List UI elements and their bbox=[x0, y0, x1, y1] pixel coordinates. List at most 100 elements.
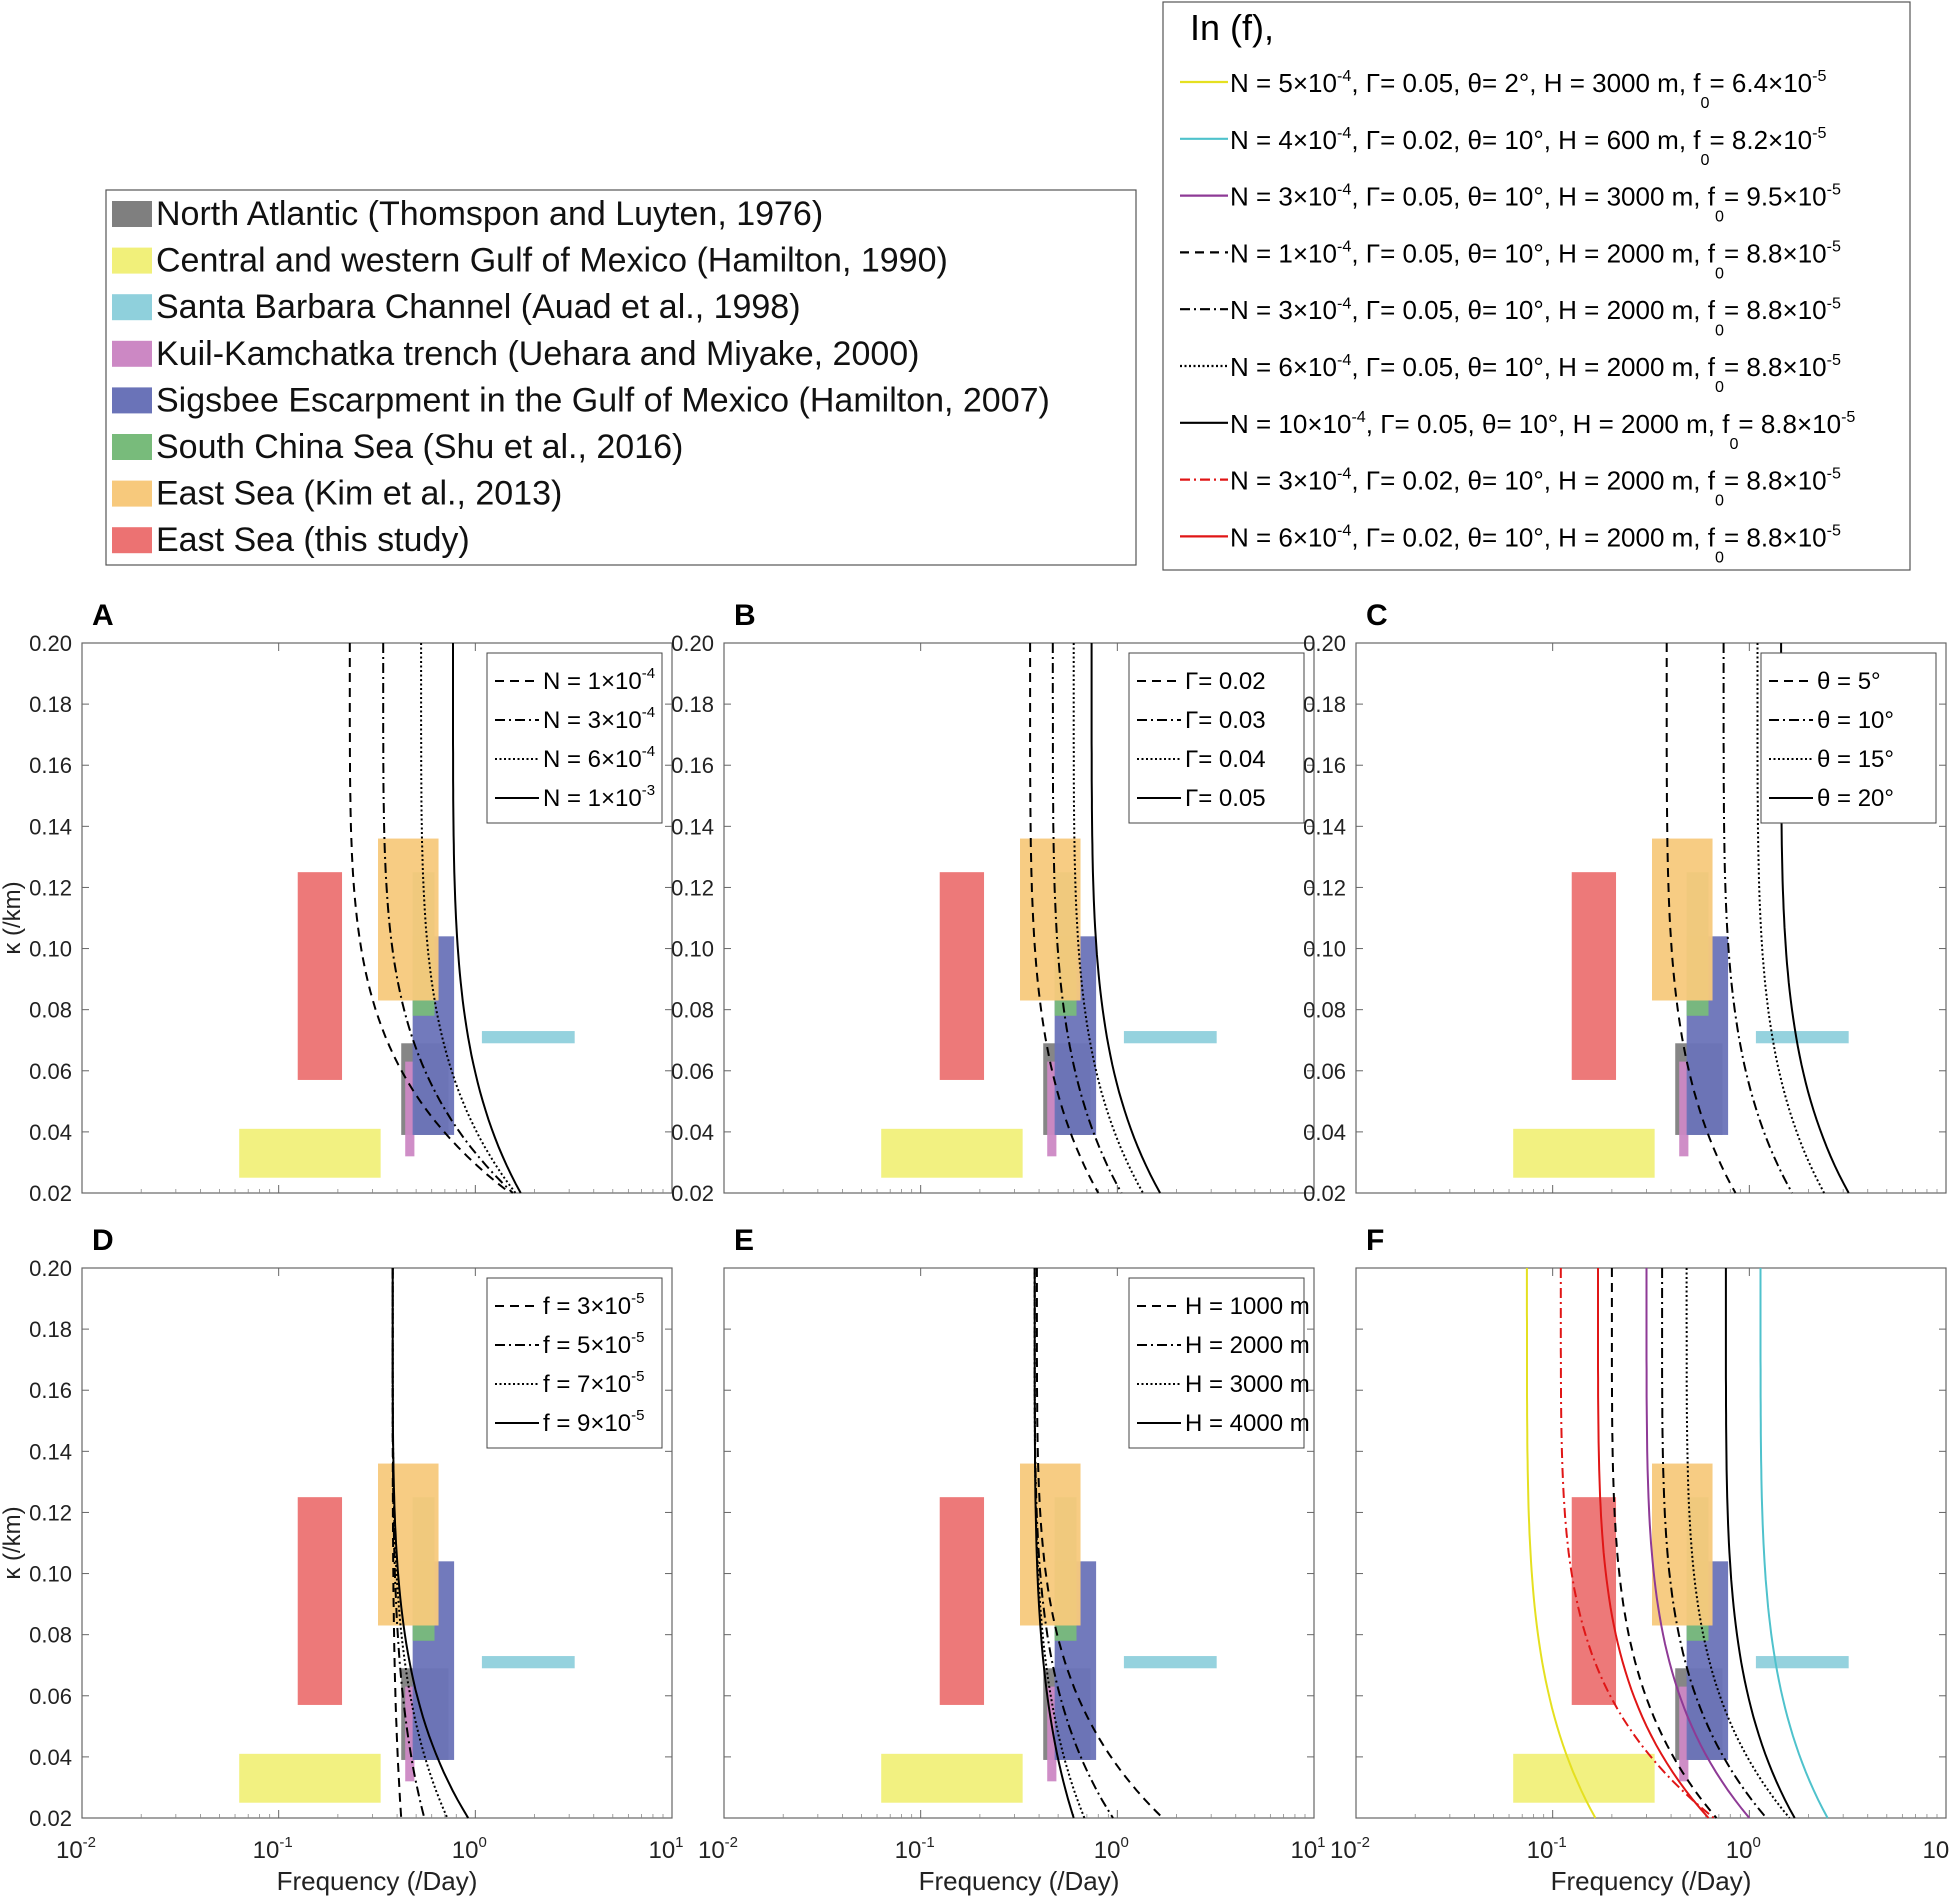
curve-series bbox=[1029, 643, 1100, 1194]
panel-legend-label: N = 6×10-4 bbox=[543, 743, 655, 773]
y-tick-label: 0.16 bbox=[1303, 753, 1346, 778]
panel-legend-label: f = 9×10-5 bbox=[543, 1407, 644, 1437]
obs-box bbox=[297, 1497, 343, 1705]
obs-box bbox=[378, 838, 439, 1001]
curve-series bbox=[391, 1268, 470, 1819]
y-tick-label: 0.06 bbox=[671, 1059, 714, 1084]
obs-legend-label: Kuil-Kamchatka trench (Uehara and Miyake… bbox=[156, 335, 920, 373]
curve-series bbox=[1756, 643, 1825, 1194]
panel-legend-label: θ = 10° bbox=[1817, 707, 1894, 734]
y-tick-label: 0.14 bbox=[29, 1439, 72, 1464]
f-legend-title: In (f), bbox=[1190, 7, 1274, 48]
y-tick-label: 0.08 bbox=[1303, 998, 1346, 1023]
x-tick-label: 100 bbox=[1094, 1834, 1129, 1864]
obs-box bbox=[1020, 838, 1081, 1001]
curve-series bbox=[420, 643, 517, 1194]
curve-series bbox=[1722, 643, 1793, 1194]
panel-legend-label: H = 2000 m bbox=[1185, 1332, 1310, 1359]
panel-A: A 0.20 0.18 0.16 0.14 0.12 0.10 0.08 0.06 0.04 0.0… bbox=[0, 599, 673, 1206]
panel-letter: F bbox=[1366, 1224, 1384, 1257]
obs-box bbox=[405, 1061, 415, 1157]
y-tick-label: 0.04 bbox=[671, 1120, 714, 1145]
obs-box bbox=[239, 1128, 381, 1178]
x-tick-label: 100 bbox=[1726, 1834, 1761, 1864]
panel-legend-label: Γ= 0.02 bbox=[1185, 668, 1266, 695]
curve-series bbox=[1033, 1268, 1114, 1819]
panel-legend-label: f = 5×10-5 bbox=[543, 1329, 644, 1359]
panel-legend-label: N = 1×10-3 bbox=[543, 782, 655, 812]
panel-letter: B bbox=[734, 599, 756, 632]
x-axis-label: Frequency (/Day) bbox=[277, 1866, 478, 1896]
obs-box bbox=[881, 1128, 1023, 1178]
curve-series bbox=[1051, 643, 1123, 1194]
obs-legend-label: Sigsbee Escarpment in the Gulf of Mexico… bbox=[156, 381, 1050, 419]
x-tick-label: 100 bbox=[452, 1834, 487, 1864]
panel-legend-label: f = 7×10-5 bbox=[543, 1368, 644, 1398]
obs-legend-swatch bbox=[112, 434, 152, 460]
x-tick-label: 101 bbox=[648, 1834, 683, 1864]
y-tick-label: 0.18 bbox=[1303, 692, 1346, 717]
panel-legend-label: Γ= 0.05 bbox=[1185, 785, 1266, 812]
y-tick-label: 0.16 bbox=[29, 753, 72, 778]
panel-letter: C bbox=[1366, 599, 1388, 632]
curve-series bbox=[1661, 1268, 1768, 1819]
f-legend-label: N = 3×10-4, Γ= 0.05, θ= 10°, H = 3000 m,… bbox=[1230, 181, 1841, 226]
f-legend-label: N = 3×10-4, Γ= 0.05, θ= 10°, H = 2000 m,… bbox=[1230, 294, 1841, 339]
panel-legend-label: N = 3×10-4 bbox=[543, 704, 655, 734]
y-tick-label: 0.02 bbox=[671, 1181, 714, 1206]
y-tick-label: 0.02 bbox=[29, 1181, 72, 1206]
obs-box bbox=[939, 872, 985, 1080]
obs-box bbox=[297, 872, 343, 1080]
obs-box bbox=[1679, 1686, 1689, 1782]
f-legend-label: N = 10×10-4, Γ= 0.05, θ= 10°, H = 2000 m… bbox=[1230, 408, 1855, 453]
f-legend-label: N = 3×10-4, Γ= 0.02, θ= 10°, H = 2000 m,… bbox=[1230, 465, 1841, 510]
x-axis-label: Frequency (/Day) bbox=[1551, 1866, 1752, 1896]
y-tick-label: 0.08 bbox=[671, 998, 714, 1023]
y-tick-label: 0.14 bbox=[671, 814, 714, 839]
y-tick-label: 0.10 bbox=[29, 1562, 72, 1587]
obs-box bbox=[1679, 1061, 1689, 1157]
panel-legend-label: H = 4000 m bbox=[1185, 1410, 1310, 1437]
obs-box bbox=[1123, 1656, 1217, 1669]
panel-legend-label: f = 3×10-5 bbox=[543, 1290, 644, 1320]
curve-series bbox=[1525, 1268, 1597, 1819]
obs-legend-label: East Sea (this study) bbox=[156, 521, 470, 559]
obs-legend-swatch bbox=[112, 201, 152, 227]
y-tick-label: 0.04 bbox=[29, 1120, 72, 1145]
y-tick-label: 0.20 bbox=[1303, 631, 1346, 656]
obs-box bbox=[1652, 838, 1713, 1001]
curve-series bbox=[1072, 643, 1144, 1194]
obs-legend-label: South China Sea (Shu et al., 2016) bbox=[156, 428, 683, 466]
y-tick-label: 0.02 bbox=[1303, 1181, 1346, 1206]
curve-series bbox=[382, 643, 514, 1194]
y-tick-label: 0.12 bbox=[671, 875, 714, 900]
panel-legend-label: N = 1×10-4 bbox=[543, 665, 655, 695]
y-axis-label: κ (/km) bbox=[0, 881, 26, 954]
obs-legend-swatch bbox=[112, 247, 152, 274]
y-tick-label: 0.06 bbox=[29, 1059, 72, 1084]
y-tick-label: 0.12 bbox=[29, 875, 72, 900]
curve-series bbox=[1597, 1268, 1710, 1819]
y-tick-label: 0.10 bbox=[29, 937, 72, 962]
y-tick-label: 0.12 bbox=[29, 1500, 72, 1525]
panel-legend-label: Γ= 0.03 bbox=[1185, 707, 1266, 734]
observations-legend bbox=[105, 189, 1137, 566]
panel-D: D 0.20 0.18 0.16 0.14 0.12 0.10 0.08 0.06 0.04 0.0… bbox=[0, 1224, 684, 1896]
f-legend bbox=[1162, 1, 1911, 571]
y-axis-label: κ (/km) bbox=[0, 1506, 26, 1579]
curve-series bbox=[1685, 1268, 1791, 1819]
curve-series bbox=[348, 643, 511, 1194]
y-tick-label: 0.16 bbox=[29, 1378, 72, 1403]
panel-C: Cθ = 5° θ = 10° θ = 15° θ = 20° bbox=[1355, 599, 1947, 1194]
x-tick-label: 10-2 bbox=[1330, 1834, 1370, 1864]
x-tick-label: 10-1 bbox=[895, 1834, 935, 1864]
panel-legend-label: θ = 15° bbox=[1817, 746, 1894, 773]
obs-box bbox=[405, 1686, 415, 1782]
obs-box bbox=[939, 1497, 985, 1705]
obs-box bbox=[1513, 1128, 1655, 1178]
f-legend-label: N = 1×10-4, Γ= 0.05, θ= 10°, H = 2000 m,… bbox=[1230, 237, 1841, 282]
obs-box bbox=[1047, 1686, 1057, 1782]
obs-box bbox=[1755, 1656, 1849, 1669]
f-legend-label: N = 5×10-4, Γ= 0.05, θ= 2°, H = 3000 m, … bbox=[1230, 67, 1827, 112]
